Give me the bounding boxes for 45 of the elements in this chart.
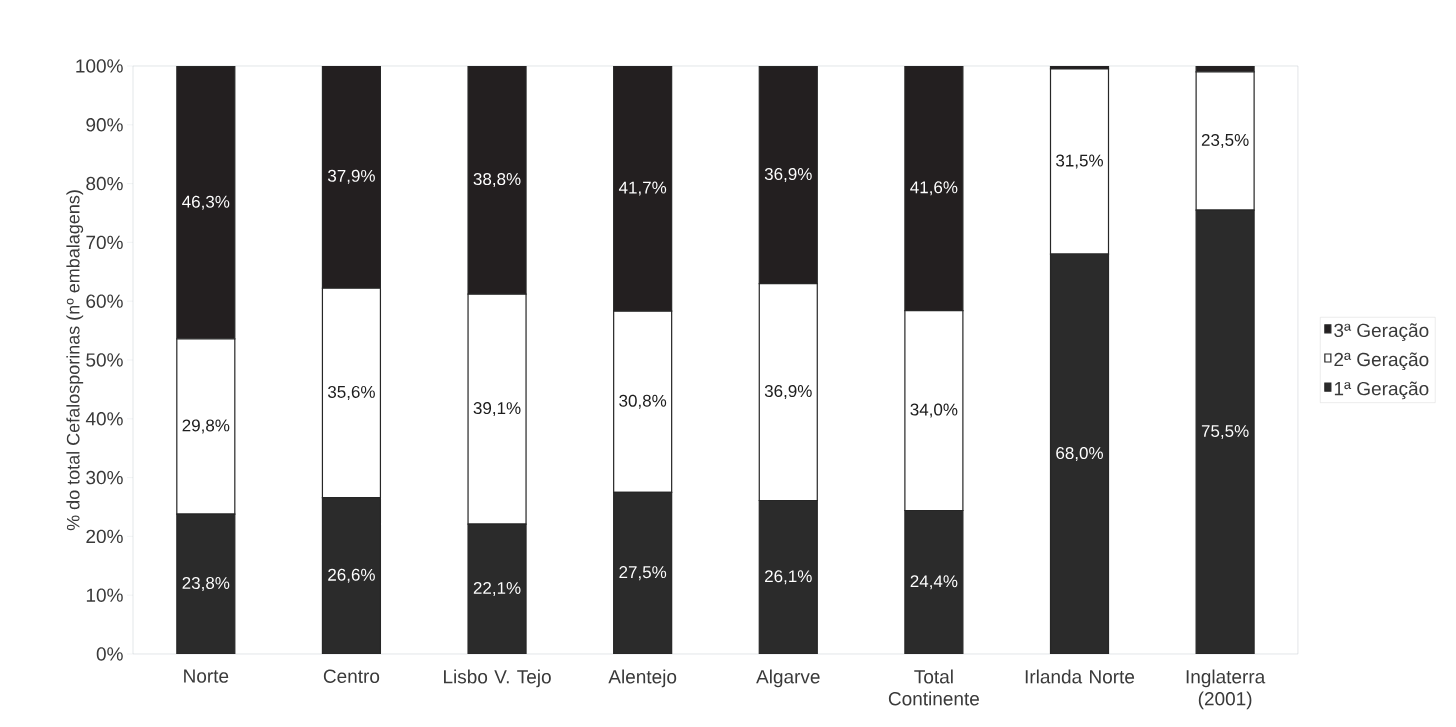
y-tick-label: 100% bbox=[76, 59, 123, 73]
data-label: 23,8% bbox=[182, 576, 230, 592]
data-label: 41,7% bbox=[618, 181, 667, 196]
y-tick-label: 40% bbox=[85, 412, 123, 426]
data-label: 27,5% bbox=[619, 566, 667, 581]
data-label: 36,9% bbox=[764, 385, 812, 400]
x-tick-label: Lisbo V. Tejo bbox=[444, 669, 551, 688]
data-label: 29,8% bbox=[182, 419, 230, 434]
legend-label: 1ª Geração bbox=[1334, 381, 1429, 400]
y-tick-label: 20% bbox=[86, 529, 123, 544]
data-label: 35,6% bbox=[327, 385, 375, 400]
data-label: 36,9% bbox=[764, 168, 812, 183]
data-label: 34,0% bbox=[910, 403, 958, 418]
x-tick-label: Total Continente bbox=[888, 669, 979, 706]
legend-label: 3ª Geração bbox=[1334, 323, 1429, 341]
y-tick-label: 80% bbox=[86, 176, 123, 191]
data-label: 22,1% bbox=[473, 581, 521, 597]
x-tick-label: Norte bbox=[184, 669, 229, 683]
y-tick-label: 90% bbox=[86, 118, 123, 132]
y-tick-label: 50% bbox=[86, 353, 123, 367]
y-tick-label: 0% bbox=[96, 647, 123, 661]
x-tick-label: Algarve bbox=[756, 669, 820, 688]
data-label: 75,5% bbox=[1201, 425, 1249, 440]
data-label: 31,5% bbox=[1056, 154, 1103, 169]
data-label: 24,4% bbox=[910, 575, 958, 590]
x-tick-label: Irlanda Norte bbox=[1025, 669, 1135, 684]
y-tick-label: 30% bbox=[86, 470, 123, 485]
data-label: 26,6% bbox=[328, 568, 375, 583]
y-tick-label: 70% bbox=[86, 235, 123, 250]
data-label: 68,0% bbox=[1056, 447, 1103, 462]
y-tick-label: 60% bbox=[86, 294, 123, 308]
data-label: 23,5% bbox=[1201, 133, 1249, 148]
legend-label: 2ª Geração bbox=[1334, 352, 1429, 371]
y-axis-title: % do total Cefalosporinas (nº embalagens) bbox=[66, 190, 84, 531]
data-label: 39,1% bbox=[473, 402, 521, 417]
data-label: 30,8% bbox=[619, 394, 667, 409]
data-label: 37,9% bbox=[327, 169, 375, 184]
data-label: 41,6% bbox=[910, 181, 958, 196]
data-label: 46,3% bbox=[182, 195, 230, 210]
data-label: 38,8% bbox=[473, 173, 521, 188]
x-tick-label: Centro bbox=[323, 669, 380, 683]
y-tick-label: 10% bbox=[86, 588, 123, 602]
x-tick-label: Inglaterra (2001) bbox=[1186, 669, 1266, 710]
data-label: 26,1% bbox=[765, 570, 812, 585]
x-tick-label: Alentejo bbox=[608, 669, 677, 688]
